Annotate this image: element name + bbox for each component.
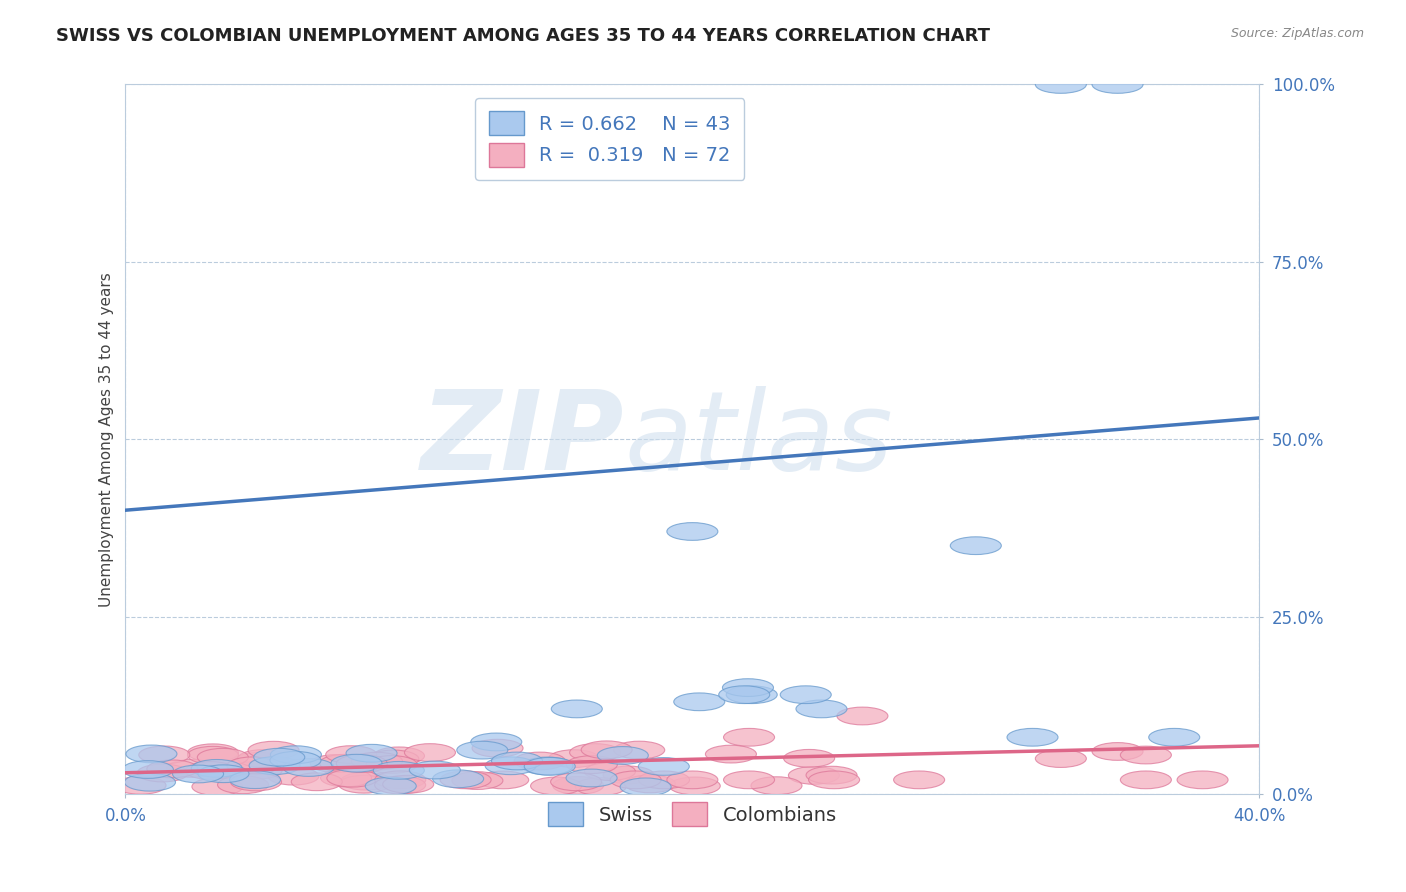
Text: SWISS VS COLOMBIAN UNEMPLOYMENT AMONG AGES 35 TO 44 YEARS CORRELATION CHART: SWISS VS COLOMBIAN UNEMPLOYMENT AMONG AG… [56, 27, 990, 45]
Y-axis label: Unemployment Among Ages 35 to 44 years: Unemployment Among Ages 35 to 44 years [100, 272, 114, 607]
Text: ZIP: ZIP [420, 385, 624, 492]
Text: atlas: atlas [624, 385, 893, 492]
Text: Source: ZipAtlas.com: Source: ZipAtlas.com [1230, 27, 1364, 40]
Legend: Swiss, Colombians: Swiss, Colombians [540, 795, 845, 834]
